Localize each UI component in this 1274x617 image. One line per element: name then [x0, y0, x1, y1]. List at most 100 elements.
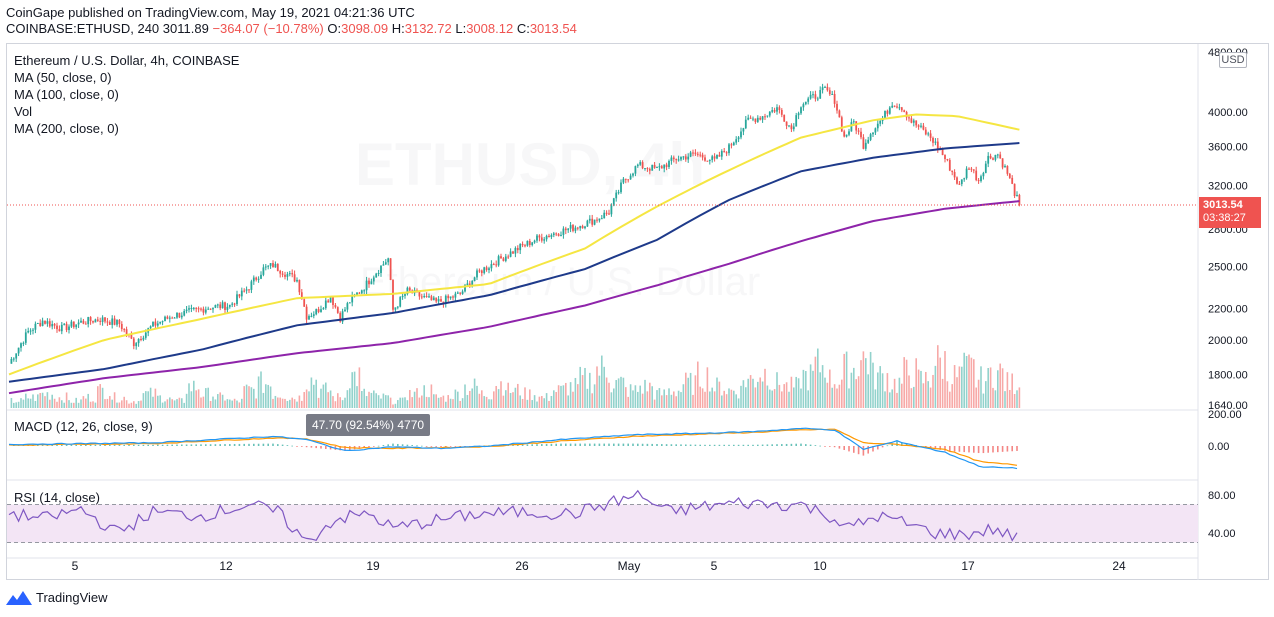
macd-histogram-bar: [704, 444, 706, 446]
candle-body: [531, 242, 534, 246]
candle-body: [809, 94, 812, 99]
candle-body: [497, 256, 500, 266]
candle-body: [946, 159, 949, 161]
volume-bar: [169, 397, 171, 408]
candle-body: [970, 168, 973, 170]
volume-bar: [353, 371, 356, 408]
volume-bar: [315, 379, 317, 408]
volume-bar: [562, 385, 565, 408]
macd-histogram-bar: [805, 444, 807, 446]
volume-bar: [334, 401, 337, 408]
candle-body: [956, 177, 958, 184]
candle-body: [245, 289, 248, 291]
volume-bar: [34, 400, 37, 408]
macd-histogram-bar: [181, 444, 183, 446]
macd-histogram-bar: [325, 446, 327, 449]
candle-body: [593, 219, 596, 225]
volume-bar: [447, 395, 449, 408]
candle-body: [555, 233, 558, 235]
price-tick-label: 1800.00: [1208, 369, 1248, 381]
candle-body: [449, 296, 452, 299]
currency-button[interactable]: USD: [1219, 52, 1247, 68]
candle-body: [492, 264, 495, 266]
volume-bar: [766, 385, 769, 408]
candle-body: [800, 107, 802, 114]
macd-histogram-bar: [411, 445, 413, 446]
x-tick-label: 10: [813, 559, 827, 573]
candle-body: [149, 326, 152, 329]
candle-body: [692, 152, 694, 154]
volume-bar: [440, 397, 442, 408]
macd-histogram-bar: [862, 446, 865, 456]
candle-body: [790, 125, 793, 130]
macd-tick-label: 200.00: [1208, 409, 1242, 421]
candle-body: [584, 226, 586, 229]
candle-body: [461, 291, 464, 294]
tradingview-logo[interactable]: TradingView: [6, 590, 108, 605]
candle-body: [987, 155, 990, 164]
candle-body: [435, 297, 438, 302]
volume-bar: [603, 366, 605, 408]
macd-histogram-bar: [963, 446, 965, 453]
symbol: COINBASE:ETHUSD, 240: [6, 21, 160, 36]
candle-body: [132, 338, 135, 347]
candle-body: [876, 123, 879, 129]
candle-body: [221, 302, 224, 309]
x-tick-label: 12: [219, 559, 233, 573]
candle-body: [380, 265, 382, 273]
macd-histogram-bar: [896, 441, 898, 446]
candle-body: [39, 322, 42, 326]
volume-bar: [685, 372, 687, 408]
volume-bar: [152, 396, 154, 408]
macd-histogram-bar: [886, 445, 889, 447]
macd-histogram-bar: [358, 446, 361, 449]
candle-body: [672, 157, 675, 160]
macd-histogram-bar: [675, 444, 677, 446]
volume-bar: [229, 399, 231, 408]
candle-body: [240, 290, 243, 297]
candle-body: [927, 133, 930, 135]
volume-bar: [946, 381, 949, 408]
macd-histogram-bar: [147, 444, 149, 446]
volume-bar: [327, 392, 329, 408]
volume-bar: [1004, 391, 1006, 408]
candle-body: [936, 141, 939, 150]
volume-bar: [337, 393, 339, 408]
candle-body: [384, 262, 387, 265]
macd-histogram-bar: [440, 446, 442, 448]
volume-bar: [637, 391, 639, 408]
candle-body: [759, 117, 762, 120]
volume-bar: [711, 387, 713, 408]
candle-body: [135, 343, 138, 347]
volume-bar: [793, 387, 795, 408]
volume-bar: [958, 366, 961, 408]
candle-body: [872, 132, 874, 135]
volume-bar: [814, 356, 817, 408]
volume-bar: [39, 392, 41, 408]
candle-body: [197, 308, 200, 310]
candle-body: [490, 264, 493, 269]
macd-histogram-bar: [387, 444, 389, 446]
candle-body: [644, 168, 646, 170]
candle-body: [929, 133, 932, 138]
volume-bar: [941, 378, 944, 408]
candle-body: [629, 175, 632, 180]
low-value: 3008.12: [466, 21, 514, 36]
volume-bar: [291, 397, 293, 408]
volume-bar: [322, 384, 325, 408]
candle-body: [120, 323, 123, 330]
candle-body: [725, 152, 728, 154]
candle-body: [821, 87, 824, 91]
candle-body: [730, 144, 733, 146]
macd-histogram-bar: [233, 443, 236, 446]
volume-bar: [262, 392, 265, 408]
candle-body: [1018, 194, 1021, 206]
chart-frame[interactable]: [6, 43, 1269, 580]
macd-histogram-bar: [397, 443, 399, 446]
price-tick-label: 2200.00: [1208, 303, 1248, 315]
candle-body: [224, 302, 226, 310]
candle-body: [852, 121, 855, 123]
macd-histogram-bar: [958, 446, 961, 452]
volume-bar: [550, 395, 553, 408]
